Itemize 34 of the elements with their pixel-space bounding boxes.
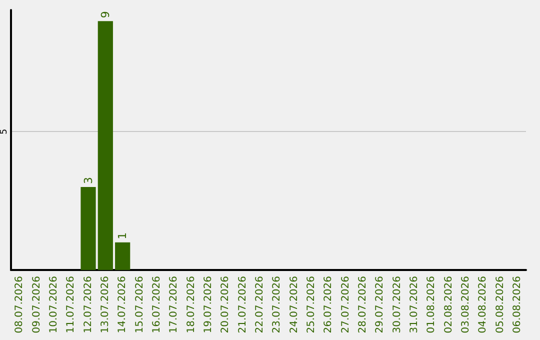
x-tick-label: 26.07.2026 [323,276,334,334]
data-label: 3 [82,177,95,184]
x-tick-label: 12.07.2026 [82,276,94,334]
x-tick-label: 02.08.2026 [443,276,454,334]
x-tick-label: 27.07.2026 [340,276,352,334]
x-tick-label: 17.07.2026 [168,276,180,334]
x-tick-label: 19.07.2026 [202,276,214,334]
x-tick-label: 09.07.2026 [31,276,42,334]
x-tick-label: 25.07.2026 [306,276,317,334]
x-tick-label: 13.07.2026 [100,276,111,334]
x-tick-label: 16.07.2026 [151,276,162,334]
x-tick-label: 03.08.2026 [460,276,472,334]
x-tick-label: 30.07.2026 [392,276,403,334]
x-tick-label: 06.08.2026 [512,276,523,334]
x-tick-label: 05.08.2026 [494,276,506,334]
x-tick-label: 24.07.2026 [288,276,300,334]
y-tick-label: 5 [0,128,10,135]
x-tick-label: 20.07.2026 [220,276,232,334]
x-tick-label: 15.07.2026 [134,276,146,334]
x-tick-label: 18.07.2026 [186,276,197,334]
x-tick-label: 04.08.2026 [478,276,489,334]
x-tick-label: 21.07.2026 [237,276,248,334]
x-tick-label: 28.07.2026 [357,276,368,334]
x-tick-label: 23.07.2026 [272,276,283,334]
x-tick-label: 29.07.2026 [374,276,386,334]
x-tick-label: 14.07.2026 [117,276,128,334]
data-label: 1 [116,232,130,240]
x-tick-label: 08.07.2026 [14,276,26,334]
x-tick-label: 22.07.2026 [254,276,266,334]
x-tick-label: 10.07.2026 [48,276,60,334]
x-tick-label: 11.07.2026 [66,276,77,334]
data-label: 9 [98,11,112,18]
x-tick-label: 31.07.2026 [408,276,420,334]
x-tick-label: 01.08.2026 [426,276,438,334]
